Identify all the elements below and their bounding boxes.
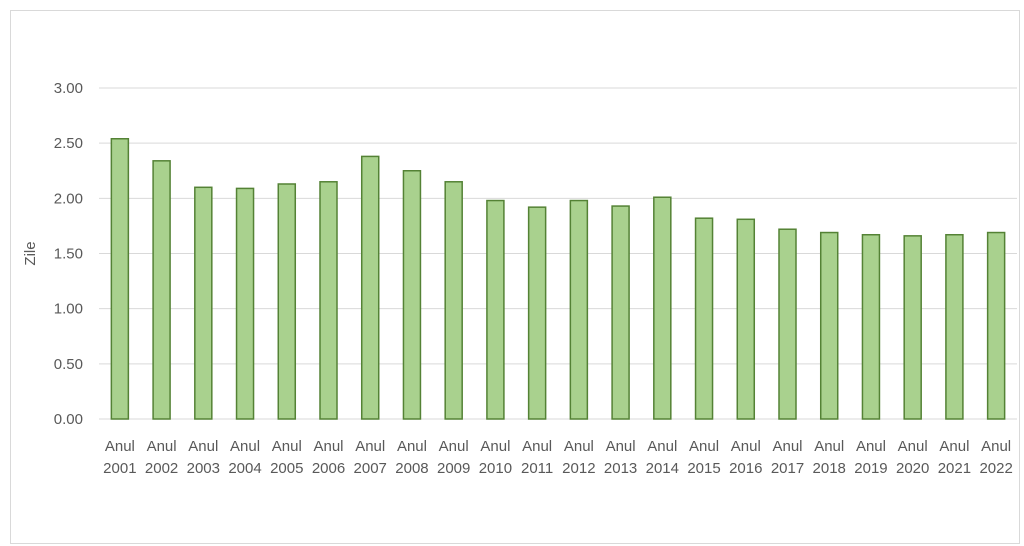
x-tick-label: Anul 2017 — [771, 438, 804, 477]
x-tick-label: Anul 2020 — [896, 438, 929, 477]
bar — [360, 155, 380, 420]
y-tick-label: 2.00 — [54, 190, 83, 207]
x-tick-label: Anul 2013 — [604, 438, 637, 477]
x-tick-label: Anul 2003 — [187, 438, 220, 477]
bar — [861, 233, 881, 420]
y-axis-tick-labels: 0.00 0.50 1.00 1.50 2.00 2.50 3.00 — [54, 80, 83, 428]
bar-chart: 0.000.501.001.502.002.503.00 Anul 2001Anu… — [22, 80, 1017, 477]
bar — [569, 199, 589, 420]
y-axis-title: Zile — [22, 241, 39, 265]
bar — [277, 183, 297, 420]
x-tick-label: Anul 2012 — [562, 438, 595, 477]
x-tick-label: Anul 2022 — [979, 438, 1012, 477]
x-tick-label: Anul 2008 — [395, 438, 428, 477]
x-tick-label: Anul 2019 — [854, 438, 887, 477]
x-tick-label: Anul 2009 — [437, 438, 470, 477]
x-tick-label: Anul 2011 — [521, 438, 553, 477]
x-tick-label: Anul 2014 — [646, 438, 679, 477]
x-tick-label: Anul 2006 — [312, 438, 345, 477]
bar — [235, 187, 255, 420]
x-tick-label: Anul 2016 — [729, 438, 762, 477]
bar — [486, 199, 505, 420]
bar — [819, 231, 839, 420]
bar — [778, 228, 797, 420]
y-tick-label: 3.00 — [54, 80, 83, 97]
y-tick-label: 0.00 — [54, 411, 83, 428]
x-tick-label: Anul 2001 — [103, 438, 136, 477]
y-tick-label: 2.50 — [54, 135, 83, 152]
bar — [402, 170, 422, 420]
bar — [110, 138, 130, 420]
bar — [319, 181, 338, 420]
bar — [444, 181, 463, 420]
x-tick-label: Anul 2010 — [479, 438, 512, 477]
x-tick-label: Anul 2002 — [145, 438, 178, 477]
bar — [152, 160, 171, 420]
bar — [527, 206, 547, 420]
y-tick-label: 1.50 — [54, 246, 83, 263]
bar — [945, 233, 964, 420]
bar — [194, 186, 213, 420]
chart-area: 0.00 0.50 1.00 1.50 2.00 2.50 3.00 Anul 2001 Anu… — [10, 10, 1020, 544]
x-tick-label: Anul 2021 — [938, 438, 971, 477]
x-tick-label: Anul 2015 — [687, 438, 720, 477]
bar — [694, 217, 714, 420]
x-tick-label: Anul 2004 — [228, 438, 261, 477]
y-tick-label: 0.50 — [54, 356, 83, 373]
bar — [611, 205, 630, 420]
bars — [110, 138, 1006, 420]
x-tick-label: Anul 2005 — [270, 438, 303, 477]
bar — [653, 196, 672, 420]
x-tick-label: Anul 2018 — [813, 438, 846, 477]
x-tick-label: Anul 2007 — [354, 438, 387, 477]
y-tick-label: 1.00 — [54, 301, 83, 318]
bar — [903, 235, 922, 420]
bar — [986, 231, 1006, 420]
bar — [736, 218, 756, 420]
